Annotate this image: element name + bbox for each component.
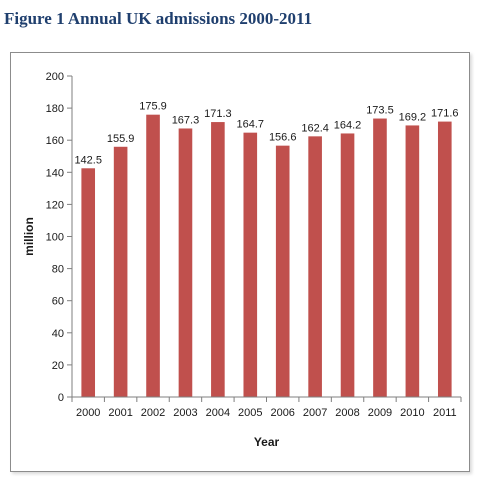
figure-title: Figure 1 Annual UK admissions 2000-2011	[4, 9, 313, 28]
bar-2008	[340, 133, 355, 398]
value-label-2003: 167.3	[172, 114, 200, 126]
x-tick-label: 2002	[141, 407, 165, 419]
bar-2002	[146, 114, 160, 398]
x-tick-label: 2001	[108, 407, 132, 419]
x-tick-label: 2006	[270, 407, 294, 419]
value-label-2009: 173.5	[366, 105, 394, 117]
bar-2007	[308, 136, 322, 397]
y-tick-label: 60	[52, 296, 64, 308]
bar-2005	[243, 132, 258, 397]
y-tick-label: 120	[46, 199, 64, 211]
bar-2010	[405, 125, 420, 398]
x-tick-label: 2008	[335, 407, 359, 419]
value-label-2011: 171.6	[431, 108, 459, 120]
x-axis-title: Year	[254, 435, 280, 449]
value-label-2006: 156.6	[269, 132, 297, 144]
value-label-2005: 164.7	[237, 119, 265, 131]
y-tick-label: 200	[46, 71, 64, 83]
x-tick-label: 2011	[433, 407, 457, 419]
y-tick-label: 40	[52, 328, 64, 340]
value-label-2002: 175.9	[139, 101, 167, 113]
bar-2009	[373, 118, 387, 397]
x-tick-label: 2007	[303, 407, 327, 419]
value-label-2007: 162.4	[301, 122, 329, 134]
x-tick-label: 2009	[368, 407, 392, 419]
x-tick-label: 2003	[173, 407, 197, 419]
bar-2000	[81, 168, 96, 397]
bar-chart: 0 20 40 60 80 100 120 140 160 180 200 142.5 155.9 17…	[22, 71, 462, 449]
y-axis-ticks: 0 20 40 60 80 100 120 140 160 180 200	[46, 71, 72, 404]
bar-2004	[211, 122, 225, 397]
value-labels: 142.5 155.9 175.9 167.3 171.3 164.7 156.6 162.4…	[74, 101, 458, 167]
bar-2006	[275, 145, 290, 397]
value-label-2000: 142.5	[74, 154, 102, 166]
chart-frame: 0 20 40 60 80 100 120 140 160 180 200 142.5 155.9 17…	[10, 52, 470, 472]
y-tick-label: 80	[52, 264, 64, 276]
y-tick-label: 140	[46, 167, 64, 179]
y-axis-title: million	[22, 217, 36, 256]
bar-2003	[178, 128, 193, 397]
x-axis-ticks: 2000 2001 2002 2003 2004 2005 2006 2007 2008 2009…	[71, 397, 462, 419]
bar-2001	[113, 146, 128, 397]
x-tick-label: 2004	[206, 407, 230, 419]
x-tick-label: 2000	[76, 407, 100, 419]
y-tick-label: 160	[46, 135, 64, 147]
x-tick-label: 2010	[400, 407, 424, 419]
bars	[81, 114, 452, 398]
y-tick-label: 0	[58, 392, 64, 404]
y-tick-label: 100	[46, 232, 64, 244]
value-label-2010: 169.2	[399, 111, 427, 123]
value-label-2008: 164.2	[334, 119, 362, 131]
y-tick-label: 20	[52, 360, 64, 372]
value-label-2001: 155.9	[107, 133, 135, 145]
x-tick-label: 2005	[238, 407, 262, 419]
value-label-2004: 171.3	[204, 108, 232, 120]
y-tick-label: 180	[46, 103, 64, 115]
bar-2011	[437, 121, 452, 397]
